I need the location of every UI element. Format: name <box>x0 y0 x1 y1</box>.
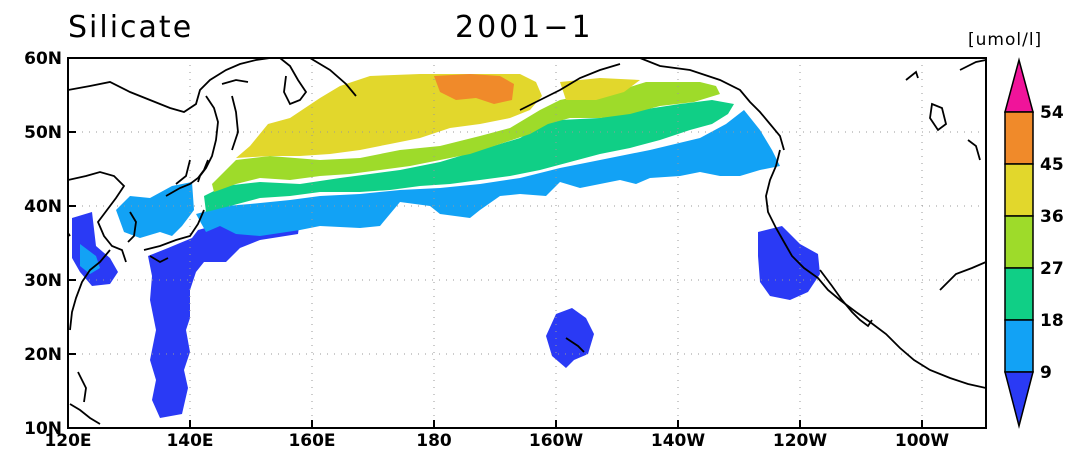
colorbar-band <box>1004 163 1034 217</box>
colorbar-level-label: 36 <box>1040 207 1064 227</box>
x-tick-label: 140E <box>166 431 213 451</box>
x-tick-label: 160W <box>529 431 583 451</box>
band-lt9 <box>72 212 820 418</box>
y-tick-label: 20N <box>24 345 62 365</box>
x-tick-label: 180 <box>416 431 452 451</box>
colorbar <box>1004 57 1034 429</box>
data-layer <box>72 74 820 418</box>
y-tick-label: 50N <box>24 123 62 143</box>
colorbar-bottom-triangle <box>1004 371 1034 429</box>
axis-ticks <box>67 57 923 429</box>
x-tick-labels: 120E 140E 160E 180 160W 140W 120W 100W <box>44 431 949 451</box>
colorbar-band <box>1004 319 1034 373</box>
x-tick-label: 120W <box>773 431 827 451</box>
x-tick-label: 100W <box>895 431 949 451</box>
band-27-36 <box>212 82 720 192</box>
colorbar-level-label: 18 <box>1040 311 1064 331</box>
band-18-27 <box>204 100 734 212</box>
x-tick-label: 140W <box>651 431 705 451</box>
colorbar-level-label: 54 <box>1040 103 1064 123</box>
colorbar-level-label: 9 <box>1040 363 1052 383</box>
colorbar-level-label: 45 <box>1040 155 1064 175</box>
y-tick-label: 40N <box>24 197 62 217</box>
colorbar-band <box>1004 111 1034 165</box>
x-tick-label: 160E <box>288 431 335 451</box>
y-tick-label: 10N <box>24 419 62 439</box>
colorbar-labels: 54 45 36 27 18 9 <box>1040 103 1064 383</box>
period-title: 2001−1 <box>455 10 594 45</box>
y-tick-labels: 10N 20N 30N 40N 50N 60N <box>24 49 62 439</box>
colorbar-band <box>1004 267 1034 321</box>
colorbar-top-triangle <box>1004 57 1034 113</box>
colorbar-level-label: 27 <box>1040 259 1064 279</box>
colorbar-band <box>1004 215 1034 269</box>
y-tick-label: 60N <box>24 49 62 69</box>
x-tick-label: 120E <box>44 431 91 451</box>
colorbar-unit: [umol/l] <box>968 30 1043 50</box>
band-45-54 <box>434 74 514 104</box>
variable-title: Silicate <box>68 10 194 45</box>
map-frame <box>67 57 987 429</box>
coastlines <box>68 58 986 425</box>
y-tick-label: 30N <box>24 271 62 291</box>
grid-lines <box>68 58 986 428</box>
